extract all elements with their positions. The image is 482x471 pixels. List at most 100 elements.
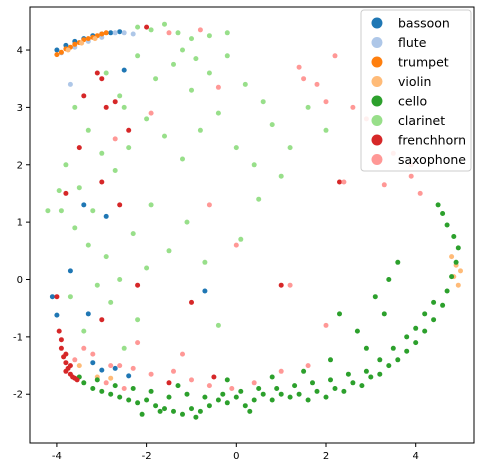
legend-label-violin: violin bbox=[398, 74, 431, 89]
point-clarinet-23 bbox=[180, 156, 185, 162]
point-frenchhorn-11 bbox=[67, 363, 73, 369]
point-cello-86 bbox=[193, 414, 199, 420]
point-cello-15 bbox=[215, 397, 221, 403]
point-cello-22 bbox=[278, 391, 284, 397]
point-saxophone-32 bbox=[233, 242, 239, 248]
point-clarinet-32 bbox=[63, 162, 69, 168]
point-clarinet-48 bbox=[67, 294, 73, 300]
point-saxophone-2 bbox=[314, 81, 320, 87]
point-cello-56 bbox=[345, 371, 351, 377]
point-clarinet-20 bbox=[126, 145, 132, 151]
point-clarinet-53 bbox=[135, 317, 141, 323]
point-cello-35 bbox=[395, 357, 401, 363]
point-frenchhorn-0 bbox=[58, 345, 64, 351]
point-clarinet-11 bbox=[171, 61, 176, 67]
point-clarinet-6 bbox=[224, 30, 230, 36]
point-cello-28 bbox=[332, 386, 338, 391]
point-clarinet-24 bbox=[197, 127, 203, 133]
point-cello-69 bbox=[112, 383, 118, 389]
point-trumpet-0 bbox=[54, 52, 60, 58]
y-tick-label: 1 bbox=[17, 218, 23, 229]
point-clarinet-12 bbox=[189, 87, 194, 93]
point-clarinet-57 bbox=[193, 56, 199, 62]
x-tick-label: 2 bbox=[323, 451, 329, 462]
point-cello-52 bbox=[404, 334, 410, 340]
point-cello-10 bbox=[171, 408, 176, 414]
point-frenchhorn-20 bbox=[63, 190, 69, 196]
point-cello-24 bbox=[296, 391, 302, 397]
legend: bassoon flute trumpet violin cello clarinet fr… bbox=[360, 9, 472, 172]
point-saxophone-28 bbox=[103, 380, 109, 386]
point-cello-78 bbox=[337, 311, 342, 317]
point-saxophone-1 bbox=[301, 76, 307, 82]
point-bassoon-14 bbox=[85, 311, 91, 317]
point-violin-10 bbox=[449, 254, 455, 260]
point-trumpet-11 bbox=[103, 30, 109, 36]
point-cello-29 bbox=[341, 388, 347, 394]
point-bassoon-12 bbox=[49, 294, 55, 300]
point-violin-9 bbox=[455, 282, 461, 288]
x-tick-label: -2 bbox=[142, 451, 152, 462]
point-cello-83 bbox=[175, 383, 181, 389]
point-cello-62 bbox=[238, 388, 244, 394]
point-clarinet-30 bbox=[305, 104, 311, 110]
point-clarinet-46 bbox=[238, 236, 244, 242]
point-cello-54 bbox=[377, 357, 383, 363]
point-saxophone-30 bbox=[81, 345, 87, 351]
legend-marker-bassoon bbox=[371, 17, 383, 29]
point-cello-8 bbox=[153, 403, 159, 409]
point-clarinet-25 bbox=[215, 110, 221, 116]
point-bassoon-0 bbox=[54, 47, 60, 53]
point-clarinet-31 bbox=[323, 127, 329, 133]
points-layer bbox=[45, 21, 463, 420]
point-cello-39 bbox=[431, 317, 437, 323]
point-saxophone-34 bbox=[323, 322, 329, 328]
point-saxophone-4 bbox=[350, 104, 356, 110]
x-tick-label: 4 bbox=[413, 451, 419, 462]
point-cello-45 bbox=[451, 234, 457, 239]
point-clarinet-50 bbox=[94, 282, 100, 288]
point-clarinet-33 bbox=[76, 185, 82, 191]
point-clarinet-3 bbox=[175, 30, 181, 36]
point-frenchhorn-9 bbox=[70, 374, 76, 380]
point-clarinet-38 bbox=[103, 254, 109, 260]
point-clarinet-43 bbox=[184, 219, 190, 225]
series-saxophone bbox=[72, 27, 423, 391]
point-cello-11 bbox=[180, 411, 185, 417]
point-clarinet-21 bbox=[144, 116, 150, 122]
point-frenchhorn-19 bbox=[117, 202, 123, 208]
point-cello-14 bbox=[206, 403, 212, 409]
legend-marker-saxophone bbox=[371, 154, 383, 165]
point-frenchhorn-22 bbox=[144, 24, 150, 30]
point-clarinet-40 bbox=[130, 231, 136, 237]
point-cello-19 bbox=[251, 397, 257, 403]
plot-frame bbox=[29, 6, 475, 444]
point-clarinet-39 bbox=[117, 277, 123, 282]
point-cello-46 bbox=[444, 222, 450, 228]
point-cello-38 bbox=[422, 328, 428, 334]
point-bassoon-9 bbox=[81, 202, 87, 208]
point-cello-4 bbox=[117, 394, 123, 400]
point-violin-7 bbox=[458, 268, 463, 274]
point-cello-64 bbox=[202, 394, 208, 400]
point-clarinet-8 bbox=[117, 93, 123, 99]
point-clarinet-49 bbox=[81, 328, 87, 334]
point-clarinet-58 bbox=[260, 99, 266, 105]
point-clarinet-7 bbox=[103, 70, 109, 76]
point-cello-6 bbox=[135, 400, 141, 406]
point-cello-40 bbox=[440, 302, 446, 308]
point-trumpet-7 bbox=[85, 36, 91, 42]
point-frenchhorn-25 bbox=[337, 179, 342, 185]
legend-box bbox=[360, 9, 472, 172]
point-saxophone-17 bbox=[90, 351, 96, 357]
point-cello-63 bbox=[220, 391, 226, 397]
point-cello-20 bbox=[260, 391, 266, 397]
point-trumpet-1 bbox=[58, 49, 64, 55]
legend-marker-clarinet bbox=[371, 115, 383, 126]
point-frenchhorn-23 bbox=[189, 299, 194, 305]
point-cello-70 bbox=[94, 377, 100, 383]
legend-label-flute: flute bbox=[398, 35, 427, 50]
point-cello-48 bbox=[435, 202, 441, 208]
point-frenchhorn-13 bbox=[54, 294, 60, 300]
point-clarinet-26 bbox=[233, 145, 239, 151]
